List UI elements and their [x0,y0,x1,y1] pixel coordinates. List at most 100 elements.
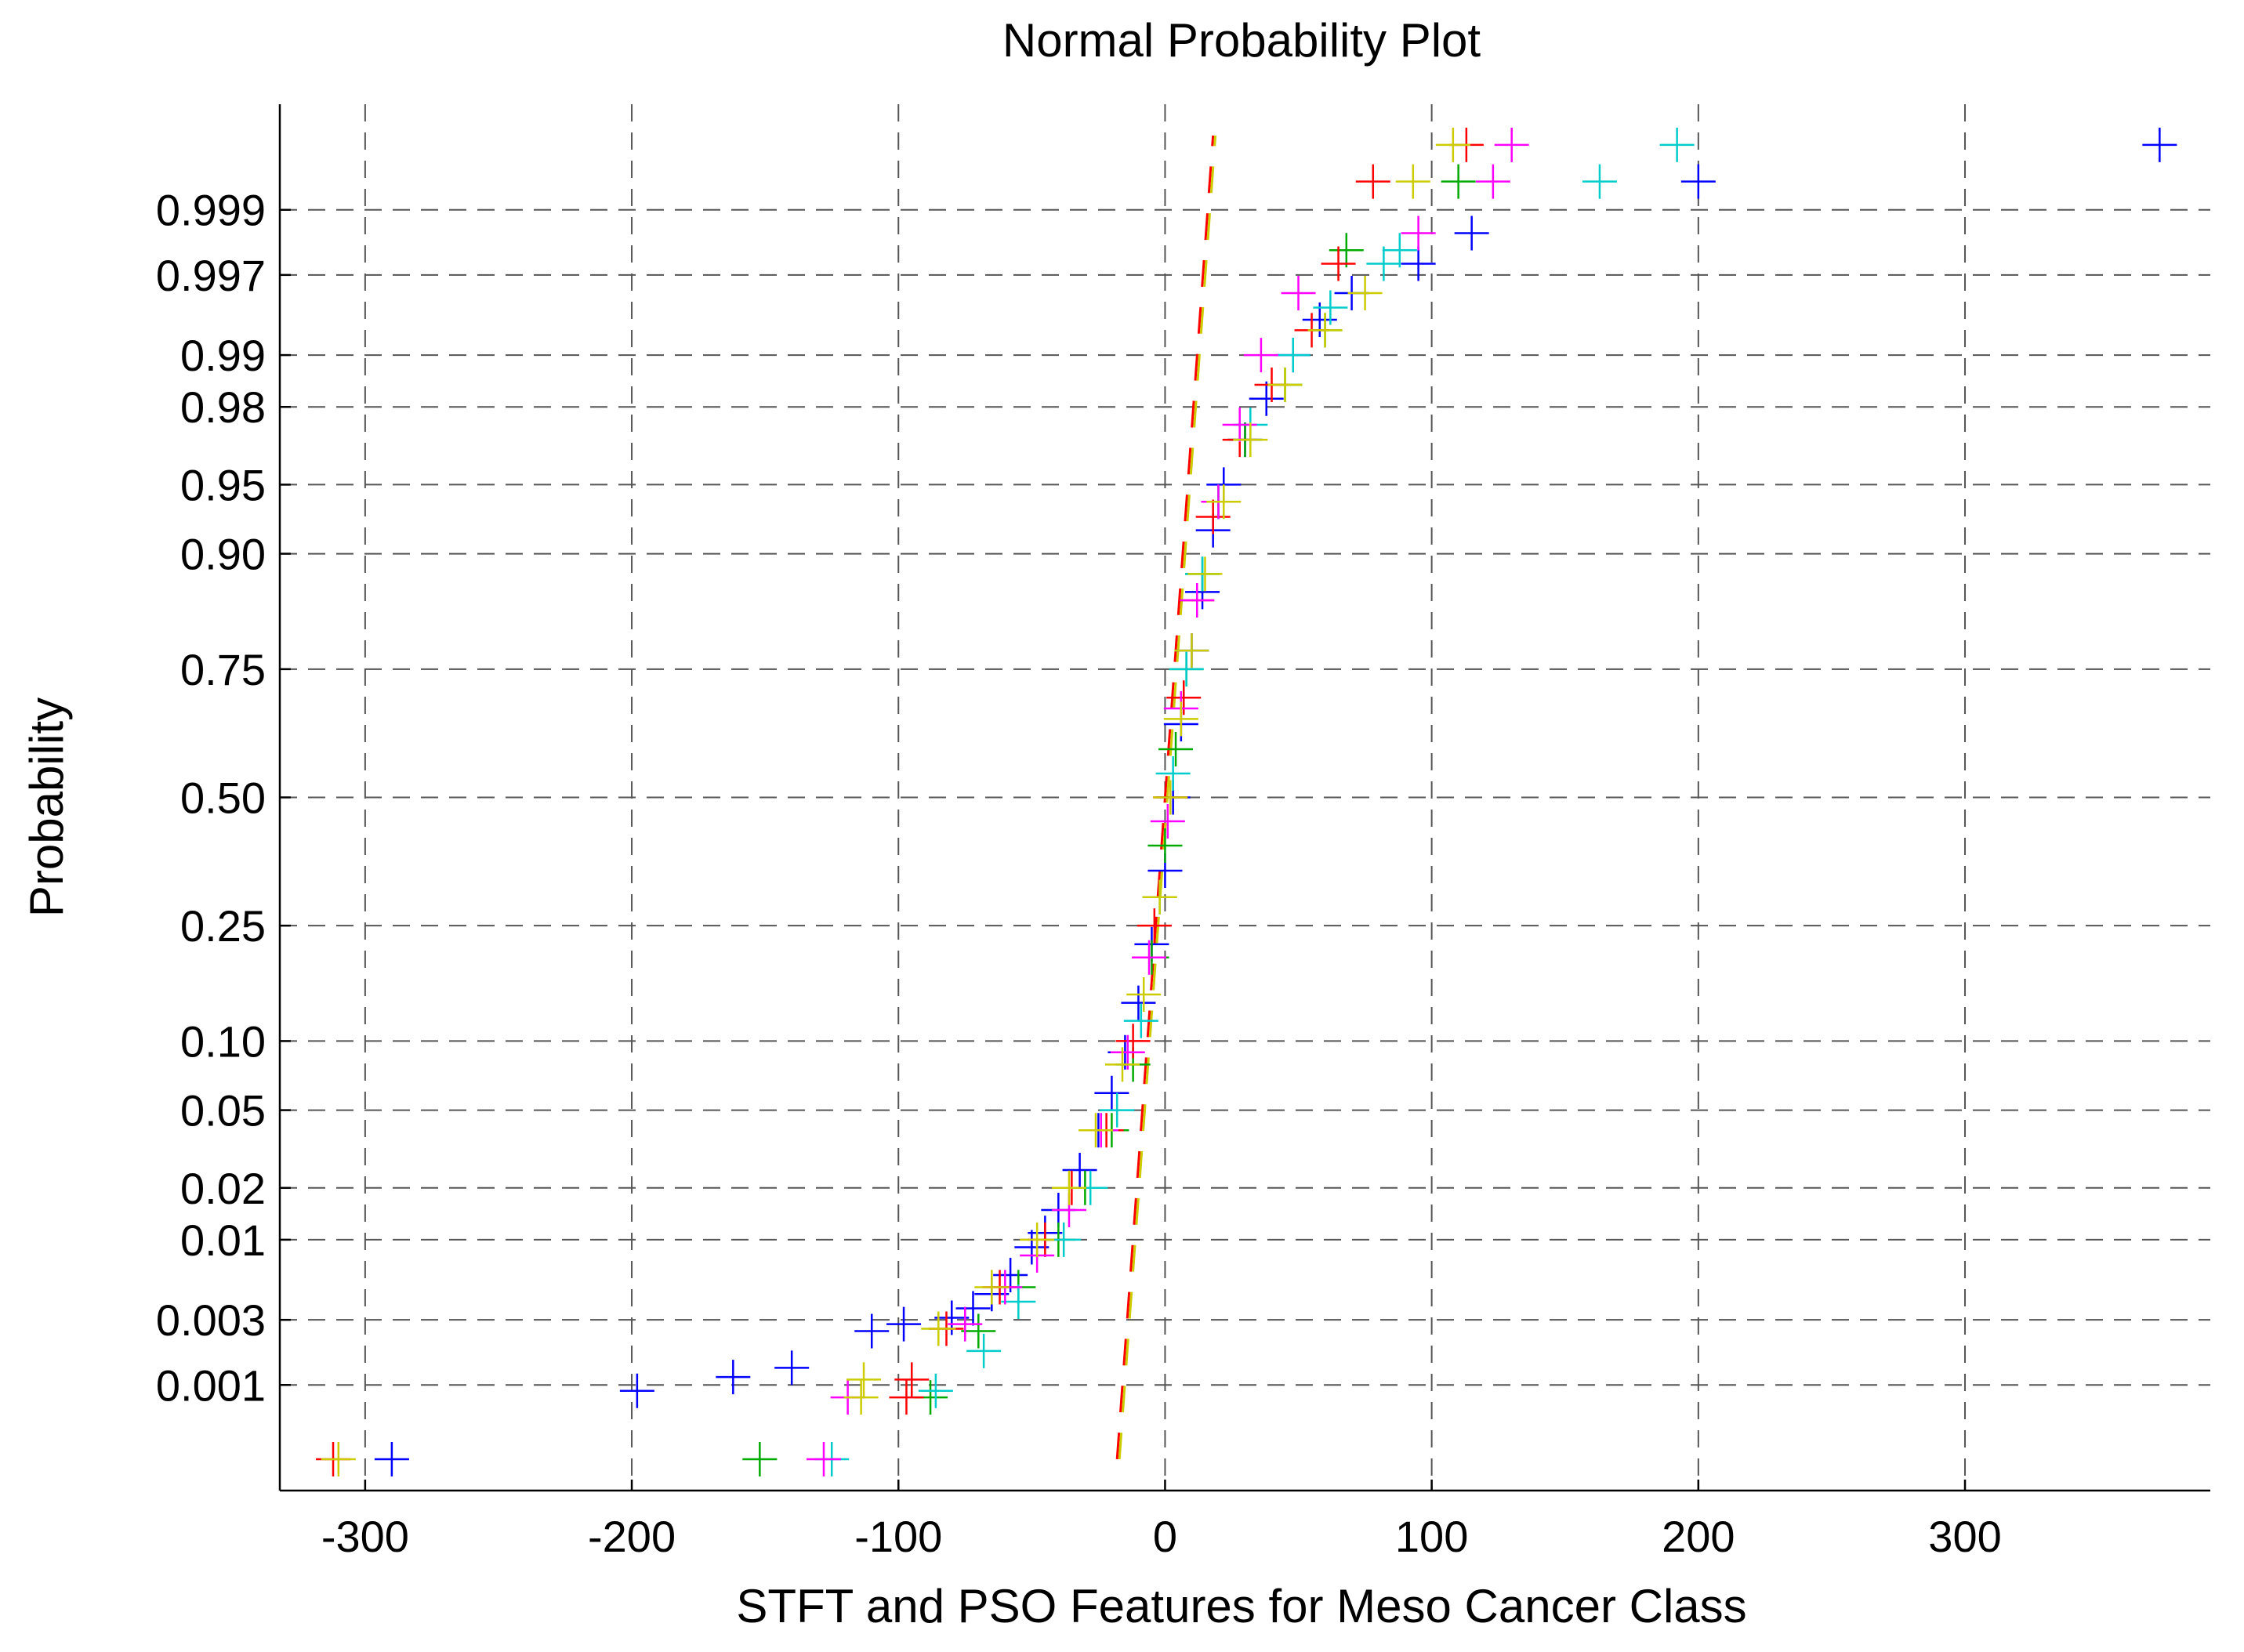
y-axis-label: Probability [20,697,73,917]
data-point [1014,1230,1049,1265]
x-axis-label: STFT and PSO Features for Meso Cancer Cl… [736,1580,1746,1632]
data-point [1126,976,1162,1012]
data-point [1147,828,1183,863]
data-point [1321,246,1356,281]
data-point [966,1333,1002,1368]
data-point [1401,246,1436,281]
chart-title: Normal Probability Plot [1002,14,1481,67]
x-axis-ticks: -300 -200 -100 0 100 200 300 [321,1480,2002,1561]
data-point [1313,290,1348,325]
data-point [1441,164,1476,199]
data-point [1275,338,1311,373]
data-point [1395,164,1430,199]
data-point [1206,484,1242,520]
y-axis-ticks: 0.001 0.003 0.010.02 0.05 0.10 0.25 0.50 0.75 0.… [156,186,291,1410]
data-point [1329,233,1364,268]
data-point [774,1350,810,1386]
data-point [918,1373,953,1408]
y-tick-label: 0.75 [180,645,266,694]
data-point [321,1442,356,1476]
data-point [1078,1113,1113,1148]
x-tick-label: 200 [1662,1512,1735,1561]
y-tick-label: 0.99 [180,331,266,380]
y-tick-label: 0.95 [180,460,266,509]
data-point [1355,164,1390,199]
data-point [843,1380,879,1415]
data-point [1366,246,1401,281]
x-tick-label: -100 [854,1512,942,1561]
data-point [716,1360,751,1395]
data-point [1001,1284,1036,1319]
data-point [846,1362,882,1397]
data-point [1680,164,1716,199]
data-point [374,1442,409,1476]
data-point [806,1442,841,1476]
data-point [1094,1075,1129,1110]
grid-lines [280,104,2210,1491]
y-tick-label: 0.90 [180,530,266,579]
data-point [1382,233,1417,268]
y-tick-label: 0.02 [180,1164,266,1213]
data-point [1494,127,1529,162]
data-point [948,1306,983,1342]
data-point [886,1306,922,1342]
data-point [889,1380,924,1415]
data-point [619,1373,654,1408]
y-tick-label: 0.01 [180,1215,266,1265]
data-point [1153,780,1188,815]
data-point [1020,1222,1055,1257]
data-point [1142,879,1177,915]
data-point [894,1362,930,1397]
y-tick-label: 0.001 [156,1360,266,1410]
data-point [1307,313,1343,348]
data-point [1249,381,1284,416]
data-point [1062,1153,1097,1188]
data-point [1180,583,1215,618]
y-tick-label: 0.25 [180,901,266,951]
data-point [1243,338,1278,373]
x-tick-label: 0 [1153,1512,1177,1561]
data-point [854,1313,890,1349]
data-point [921,1311,956,1346]
data-point [1155,756,1191,792]
data-point [1137,908,1172,944]
data-point [1435,127,1470,162]
data-point [1401,216,1436,251]
data-point [1187,556,1223,592]
data-point [1150,803,1185,839]
data-point [1267,367,1303,402]
y-tick-label: 0.003 [156,1295,266,1345]
y-tick-label: 0.50 [180,773,266,823]
x-tick-label: -300 [321,1512,409,1561]
y-tick-label: 0.05 [180,1086,266,1136]
data-points [316,127,2177,1476]
data-point [1281,276,1316,311]
data-point [1121,985,1156,1020]
y-tick-label: 0.98 [180,382,266,432]
data-point [1158,732,1194,767]
data-point [1100,1092,1135,1128]
data-point [1347,276,1383,311]
x-tick-label: -200 [588,1512,676,1561]
data-point [955,1291,991,1326]
data-point [1169,651,1204,687]
data-point [742,1442,778,1476]
data-point [2142,127,2177,162]
data-point [1174,633,1209,668]
data-point [974,1270,1010,1305]
data-point [1233,422,1268,458]
y-tick-label: 0.997 [156,251,266,300]
data-point [1659,127,1695,162]
x-tick-label: 300 [1928,1512,2001,1561]
data-point [1582,164,1617,199]
data-point [1475,164,1510,199]
data-point [1454,216,1489,251]
data-point [1132,940,1167,975]
x-tick-label: 100 [1395,1512,1468,1561]
data-point [961,1313,996,1349]
y-tick-label: 0.999 [156,186,266,235]
data-point [1123,1003,1158,1038]
plot-area [278,104,2210,1492]
data-series [321,127,1470,1476]
